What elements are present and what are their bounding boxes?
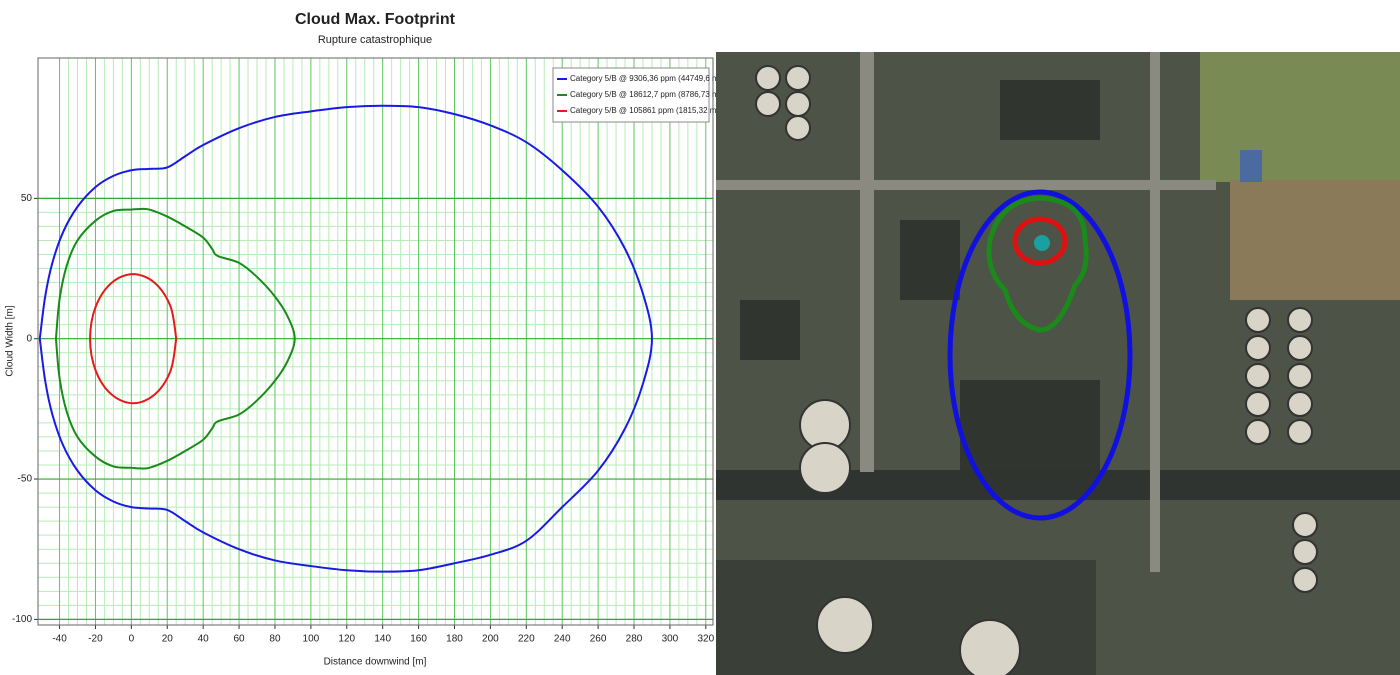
x-tick-label: 60 <box>234 634 246 645</box>
plot-border <box>37 57 714 626</box>
y-tick-label: 50 <box>21 193 33 204</box>
x-tick-label: 20 <box>162 634 174 645</box>
contour-line <box>54 207 296 470</box>
contour-line <box>89 273 178 405</box>
x-tick-label: 220 <box>518 634 535 645</box>
y-axis-label: Cloud Width [m] <box>5 305 16 376</box>
y-tick-label: -50 <box>18 474 33 485</box>
x-tick-label: 40 <box>198 634 210 645</box>
y-tick-label: -100 <box>12 614 32 625</box>
plot-area <box>38 58 713 625</box>
x-tick-label: 0 <box>129 634 135 645</box>
legend-label: Category 5/B @ 18612,7 ppm (8786,73 m2) <box>570 90 726 99</box>
x-tick-label: 260 <box>590 634 607 645</box>
x-tick-label: 300 <box>662 634 679 645</box>
chart-title: Cloud Max. Footprint <box>295 11 456 28</box>
x-tick-label: 280 <box>626 634 643 645</box>
legend-label: Category 5/B @ 105861 ppm (1815,32 m2) <box>570 106 724 115</box>
x-tick-label: 160 <box>410 634 427 645</box>
x-tick-label: 80 <box>269 634 281 645</box>
x-tick-label: 320 <box>697 634 714 645</box>
x-tick-label: 200 <box>482 634 499 645</box>
y-tick-label: 0 <box>26 333 32 344</box>
legend-box <box>552 67 710 123</box>
x-tick-label: 120 <box>338 634 355 645</box>
satellite-image <box>716 52 1400 675</box>
x-tick-label: 100 <box>303 634 320 645</box>
x-axis-label: Distance downwind [m] <box>324 657 427 668</box>
x-tick-label: 240 <box>554 634 571 645</box>
legend-label: Category 5/B @ 9306,36 ppm (44749,6 m2) <box>570 74 726 83</box>
x-tick-label: 140 <box>374 634 391 645</box>
x-tick-label: -20 <box>88 634 103 645</box>
contour-line <box>38 104 653 573</box>
x-tick-label: 180 <box>446 634 463 645</box>
chart-subtitle: Rupture catastrophique <box>318 34 432 46</box>
x-tick-label: -40 <box>52 634 67 645</box>
plot: -40 -20 0 20 40 60 80 100 120 140 160 180 200 220 240 2… <box>12 57 726 645</box>
